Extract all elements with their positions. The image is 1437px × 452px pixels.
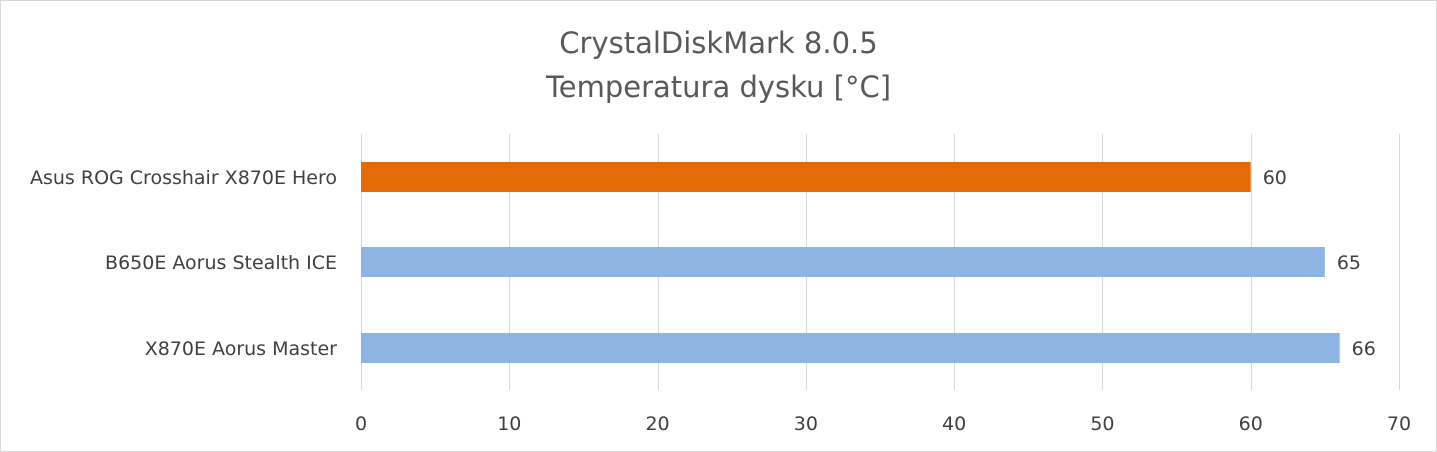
category-label: B650E Aorus Stealth ICE (105, 252, 337, 274)
data-labels: 60 65 66 (1263, 167, 1376, 360)
bars (361, 162, 1340, 363)
data-label: 66 (1352, 338, 1376, 360)
x-tick-label: 20 (645, 413, 669, 435)
x-tick-label: 40 (942, 413, 966, 435)
x-tick-label: 50 (1090, 413, 1114, 435)
x-axis-tick-labels: 0 10 20 30 40 50 60 70 (355, 413, 1411, 435)
x-tick-label: 60 (1239, 413, 1263, 435)
chart-subtitle: Temperatura dysku [°C] (545, 70, 892, 104)
category-labels: Asus ROG Crosshair X870E Hero B650E Aorus… (30, 167, 337, 360)
category-label: X870E Aorus Master (145, 338, 337, 360)
category-label: Asus ROG Crosshair X870E Hero (30, 167, 337, 189)
bar (361, 333, 1340, 363)
x-tick-label: 30 (794, 413, 818, 435)
x-tick-label: 10 (497, 413, 521, 435)
bar (361, 247, 1325, 277)
data-label: 60 (1263, 167, 1287, 189)
chart-title: CrystalDiskMark 8.0.5 (559, 26, 878, 60)
bar (361, 162, 1251, 192)
data-label: 65 (1337, 252, 1361, 274)
x-tick-label: 70 (1387, 413, 1411, 435)
x-tick-label: 0 (355, 413, 367, 435)
